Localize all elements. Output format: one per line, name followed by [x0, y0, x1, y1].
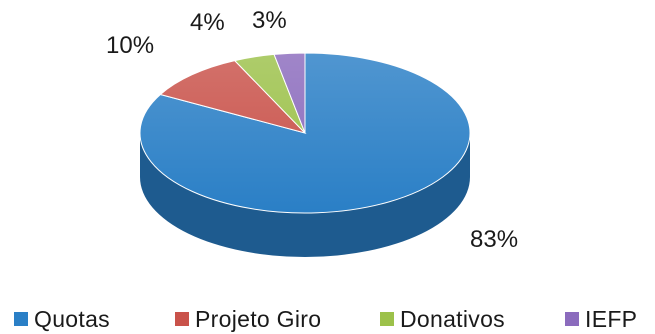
legend-swatch-donativos	[380, 312, 394, 326]
pie-sides	[140, 133, 470, 257]
pie-side-quotas	[140, 133, 470, 257]
legend-swatch-projeto-giro	[175, 312, 189, 326]
legend-item-quotas: Quotas	[14, 304, 110, 334]
pie-label-quotas: 83%	[470, 226, 518, 253]
legend-label-quotas: Quotas	[34, 305, 110, 332]
pie-label-iefp: 3%	[252, 7, 287, 34]
legend-label-projeto-giro: Projeto Giro	[195, 305, 322, 332]
pie-highlight	[140, 53, 470, 213]
legend-swatch-quotas	[14, 312, 28, 326]
legend: Quotas Projeto Giro Donativos IEFP	[0, 304, 655, 334]
legend-item-donativos: Donativos	[380, 304, 505, 334]
pie-label-donativos: 4%	[190, 9, 225, 36]
legend-label-donativos: Donativos	[400, 305, 505, 332]
pie-label-projeto-giro: 10%	[106, 32, 154, 59]
pie-labels: 83% 10% 4% 3%	[106, 7, 518, 253]
pie-tops	[139, 52, 471, 214]
pie-chart: 83% 10% 4% 3%	[106, 7, 518, 257]
legend-item-iefp: IEFP	[565, 304, 637, 334]
legend-swatch-iefp	[565, 312, 579, 326]
legend-item-projeto-giro: Projeto Giro	[175, 304, 321, 334]
legend-label-iefp: IEFP	[585, 305, 638, 332]
